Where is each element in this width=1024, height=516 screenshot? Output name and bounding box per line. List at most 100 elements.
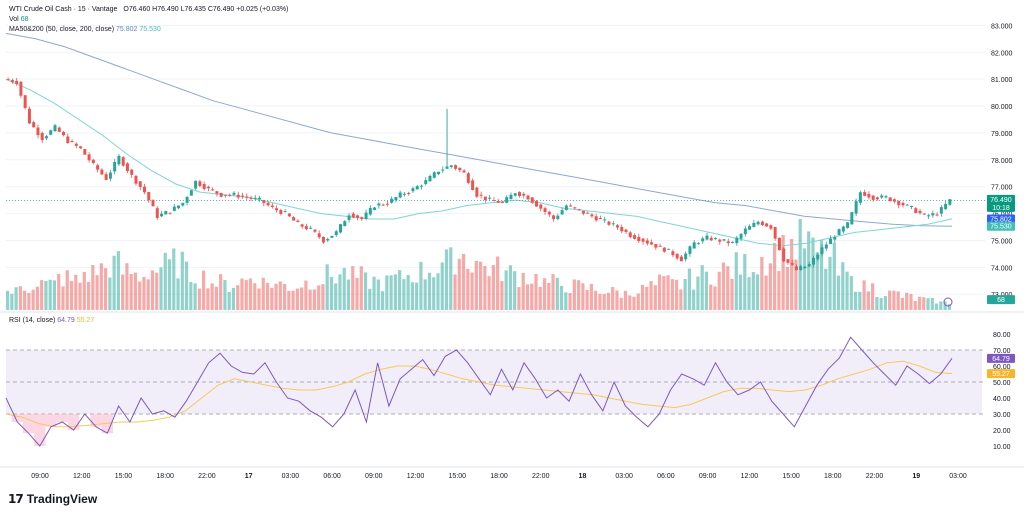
candle-body xyxy=(505,197,509,203)
candle-body xyxy=(381,204,385,206)
candle-body xyxy=(245,196,249,198)
time-axis: 09:00 12:00 15:00 18:00 22:00 17 03:00 06:00 09:… xyxy=(0,466,1024,480)
candle-body xyxy=(262,200,266,204)
tradingview-logo[interactable]: 17 TradingView xyxy=(8,492,97,506)
candle-body xyxy=(871,195,875,200)
volume-bar xyxy=(406,275,410,310)
rsi-legend[interactable]: RSI (14, close) 64.79 55.27 xyxy=(9,316,94,325)
candle-body xyxy=(539,204,543,209)
candle-body xyxy=(96,165,100,170)
candle-body xyxy=(496,201,500,203)
candle-body xyxy=(407,192,411,194)
candle-body xyxy=(368,207,372,215)
volume-tag: 68 xyxy=(987,295,1015,305)
candle-body xyxy=(948,199,952,205)
rsi-value-tag: 64.79 xyxy=(987,353,1015,363)
volume-bar xyxy=(389,275,393,310)
volume-bar xyxy=(764,275,768,310)
candle-body xyxy=(743,228,747,235)
candle-body xyxy=(390,198,394,203)
rsi-value: 64.79 xyxy=(57,317,75,324)
candle-body xyxy=(198,181,202,186)
candle-body xyxy=(343,221,347,227)
volume-bar xyxy=(888,290,892,310)
volume-bar xyxy=(922,297,926,310)
volume-bar xyxy=(623,290,628,310)
candle-body xyxy=(253,197,257,199)
volume-bar xyxy=(871,283,875,310)
volume-bar xyxy=(274,283,278,310)
volume-bar xyxy=(564,292,568,310)
volume-bar xyxy=(78,282,82,310)
volume-bar xyxy=(14,287,18,310)
time-tick-label: 12:00 xyxy=(407,473,425,480)
candle-body xyxy=(611,223,615,225)
volume-legend[interactable]: Vol 68 xyxy=(9,15,28,24)
candle-body xyxy=(466,173,470,183)
volume-bar xyxy=(649,281,653,310)
volume-bar xyxy=(892,290,896,310)
volume-bar xyxy=(508,265,513,310)
candle-body xyxy=(620,227,624,232)
volume-bar xyxy=(240,278,244,310)
volume-bar xyxy=(52,280,57,310)
candle-body xyxy=(40,132,44,141)
candle-body xyxy=(799,266,803,271)
volume-bar xyxy=(696,276,700,310)
volume-bar xyxy=(193,283,197,310)
volume-bar xyxy=(466,268,470,310)
volume-bar xyxy=(755,274,760,310)
time-tick-label: 03:00 xyxy=(282,473,300,480)
candle-body xyxy=(794,266,798,271)
time-tick-label: 17 xyxy=(245,473,253,480)
candle-body xyxy=(215,191,219,194)
volume-bar xyxy=(31,289,35,310)
candle-body xyxy=(556,215,560,219)
candle-body xyxy=(526,195,530,200)
candle-body xyxy=(300,224,304,227)
volume-bar xyxy=(934,303,939,310)
ma-legend[interactable]: MA50&200 (50, close, 200, close) 75.802 … xyxy=(9,25,161,34)
volume-bar xyxy=(308,289,312,310)
price-tick-label: 82.000 xyxy=(991,50,1013,57)
volume-bar xyxy=(334,283,338,310)
candle-body xyxy=(564,205,568,210)
volume-bar xyxy=(197,288,201,310)
rsi-tick-label: 30.00 xyxy=(993,412,1011,419)
candle-body xyxy=(590,214,594,217)
ma50-tag-text: 75.802 xyxy=(990,216,1012,223)
volume-bar xyxy=(713,286,717,310)
volume-bar xyxy=(57,273,61,310)
volume-bar xyxy=(717,271,721,310)
volume-bar xyxy=(385,275,389,310)
candle-body xyxy=(692,242,696,249)
volume-bar xyxy=(372,276,376,310)
volume-bar xyxy=(909,294,913,310)
candle-body xyxy=(897,201,901,206)
time-tick-label: 18 xyxy=(579,473,587,480)
candle-body xyxy=(654,244,658,248)
candle-body xyxy=(113,162,117,172)
candle-body xyxy=(445,166,449,169)
volume-bar xyxy=(747,277,751,310)
rsi-oversold-fill xyxy=(22,414,35,434)
candle-body xyxy=(74,143,78,146)
volume-bar xyxy=(849,276,853,310)
volume-bar xyxy=(534,273,538,310)
candle-body xyxy=(530,197,534,203)
volume-bar xyxy=(704,271,709,310)
candle-body xyxy=(258,197,262,200)
candle-body xyxy=(168,212,172,214)
symbol-title[interactable]: WTI Crude Oil Cash · 15 · Vantage xyxy=(9,6,118,13)
candle-body xyxy=(83,149,87,155)
volume-bar xyxy=(483,265,487,310)
time-tick-label: 03:00 xyxy=(949,473,967,480)
candle-body xyxy=(23,95,27,108)
candle-body xyxy=(615,225,619,228)
candle-body xyxy=(53,125,57,132)
candle-body xyxy=(142,186,146,193)
candle-body xyxy=(402,193,406,195)
candle-body xyxy=(939,207,943,214)
candle-body xyxy=(471,180,475,190)
